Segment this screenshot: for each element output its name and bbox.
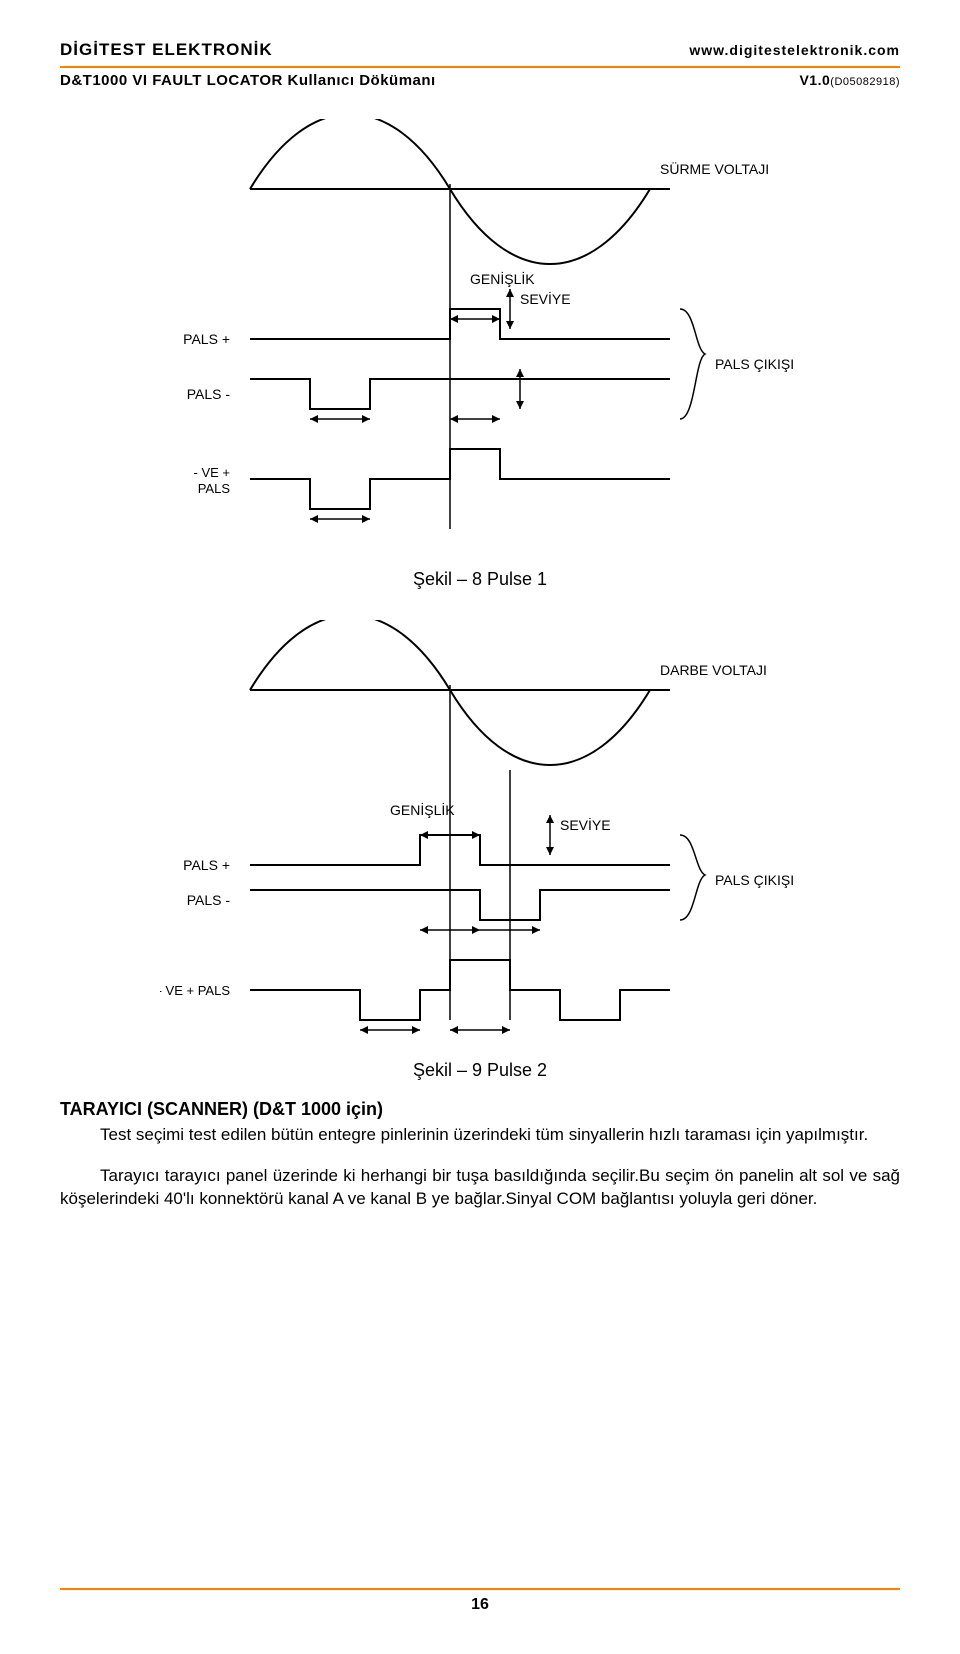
label-vepals-b: PALS <box>198 481 231 496</box>
paragraph-2: Tarayıcı tarayıcı panel üzerinde ki herh… <box>60 1165 900 1211</box>
label-genislik: GENİŞLİK <box>470 270 535 287</box>
label-genislik2: GENİŞLİK <box>390 801 455 818</box>
footer-rule <box>60 1588 900 1590</box>
figure-2-caption: Şekil – 9 Pulse 2 <box>60 1060 900 1081</box>
figure-1: SÜRME VOLTAJI GENİŞLİK SEVİYE PALS + PAL… <box>60 119 900 559</box>
label-pals-cikisi2: PALS ÇIKIŞI <box>715 872 794 888</box>
label-darbe: DARBE VOLTAJI <box>660 662 767 678</box>
figure-1-caption: Şekil – 8 Pulse 1 <box>60 569 900 590</box>
section-title: TARAYICI (SCANNER) (D&T 1000 için) <box>60 1099 900 1120</box>
label-seviye2: SEVİYE <box>560 816 611 833</box>
label-pals-minus2: PALS - <box>187 892 231 908</box>
label-vepals2: - VE + PALS <box>160 983 230 998</box>
company-name: DİGİTEST ELEKTRONİK <box>60 40 273 60</box>
label-pals-cikisi: PALS ÇIKIŞI <box>715 356 794 372</box>
label-pals-minus: PALS - <box>187 386 231 402</box>
pulse1-diagram: SÜRME VOLTAJI GENİŞLİK SEVİYE PALS + PAL… <box>160 119 800 559</box>
label-vepals-a: - VE + <box>194 465 231 480</box>
paragraph-1: Test seçimi test edilen bütün entegre pi… <box>60 1124 900 1147</box>
doc-version: V1.0(D05082918) <box>799 72 900 88</box>
page-number: 16 <box>60 1596 900 1614</box>
label-pals-plus: PALS + <box>183 331 230 347</box>
header-sub: D&T1000 VI FAULT LOCATOR Kullanıcı Döküm… <box>60 72 900 89</box>
product-title: D&T1000 VI FAULT LOCATOR Kullanıcı Döküm… <box>60 72 436 89</box>
header-top: DİGİTEST ELEKTRONİK www.digitestelektron… <box>60 40 900 60</box>
figure-2: DARBE VOLTAJI GENİŞLİK SEVİYE PALS + PAL… <box>60 620 900 1050</box>
footer: 16 <box>60 1582 900 1614</box>
site-url: www.digitestelektronik.com <box>689 42 900 58</box>
label-pals-plus2: PALS + <box>183 857 230 873</box>
header-rule <box>60 66 900 68</box>
label-seviye: SEVİYE <box>520 290 571 307</box>
pulse2-diagram: DARBE VOLTAJI GENİŞLİK SEVİYE PALS + PAL… <box>160 620 800 1050</box>
label-surme: SÜRME VOLTAJI <box>660 160 769 177</box>
